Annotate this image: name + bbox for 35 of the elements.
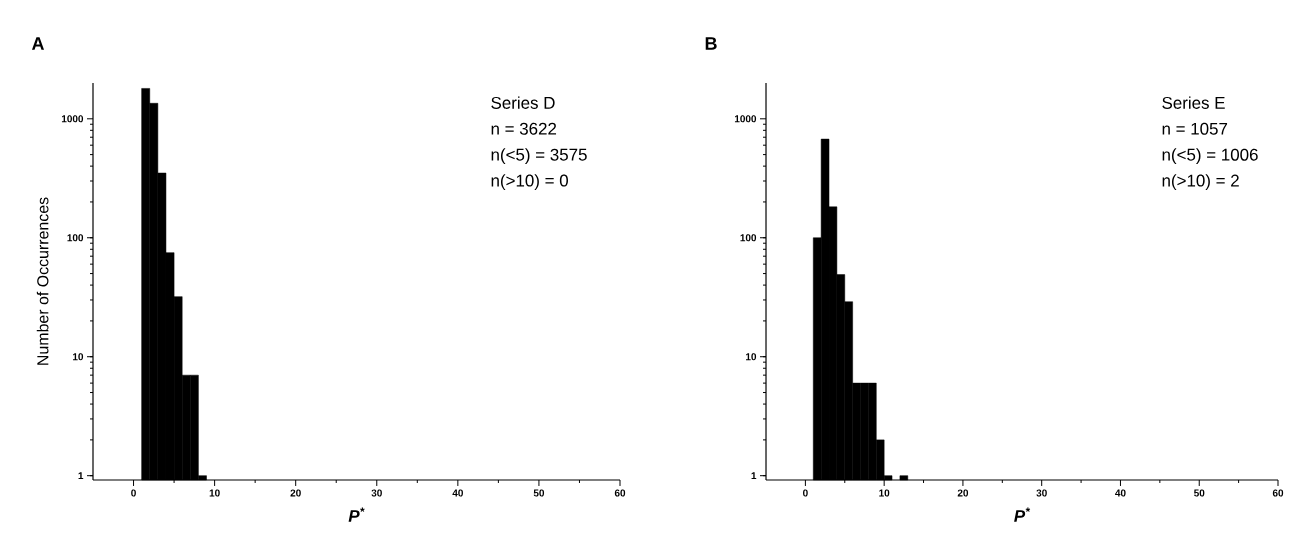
y-tick-label: 1 xyxy=(751,472,757,480)
annotation: n(<5) = 3575 xyxy=(491,148,587,165)
x-tick-label: 30 xyxy=(1036,489,1047,497)
y-tick-label: 100 xyxy=(740,234,757,242)
y-tick-label: 10 xyxy=(73,353,84,361)
y-axis-title: Number of Occurrences xyxy=(36,197,49,365)
x-tick-label: 50 xyxy=(533,489,545,497)
y-tick-label: 10 xyxy=(746,353,757,361)
annotation: n(>10) = 2 xyxy=(1162,174,1239,190)
y-tick-label: 1000 xyxy=(734,115,757,123)
x-tick-label: 30 xyxy=(371,489,382,497)
x-tick-label: 40 xyxy=(1115,489,1126,497)
x-tick-label: 40 xyxy=(452,489,463,497)
x-tick-label: 0 xyxy=(131,489,136,497)
x-tick-label: 50 xyxy=(1194,489,1205,497)
x-tick-label: 10 xyxy=(879,489,890,497)
x-tick-label: 10 xyxy=(209,489,220,497)
annotation: Series E xyxy=(1162,96,1225,109)
annotation: n = 3622 xyxy=(491,122,557,135)
y-tick-label: 1000 xyxy=(61,115,84,123)
y-tick-label: 100 xyxy=(67,234,84,242)
x-tick-label: 0 xyxy=(803,489,808,497)
y-tick-label: 1 xyxy=(78,472,84,480)
x-tick-label: 60 xyxy=(1272,489,1284,497)
chart-title: B xyxy=(705,37,717,50)
x-axis-title: P$^{*}$ xyxy=(1014,507,1031,522)
annotation: n(<5) = 1006 xyxy=(1162,148,1258,165)
chart-title: A xyxy=(31,37,45,50)
annotation: n(>10) = 0 xyxy=(491,174,568,190)
x-tick-label: 20 xyxy=(290,489,301,497)
x-axis-title: P$^{*}$ xyxy=(348,507,365,522)
x-tick-label: 20 xyxy=(957,489,969,497)
x-tick-label: 60 xyxy=(614,489,626,497)
annotation: n = 1057 xyxy=(1162,122,1228,135)
annotation: Series D xyxy=(491,96,555,109)
